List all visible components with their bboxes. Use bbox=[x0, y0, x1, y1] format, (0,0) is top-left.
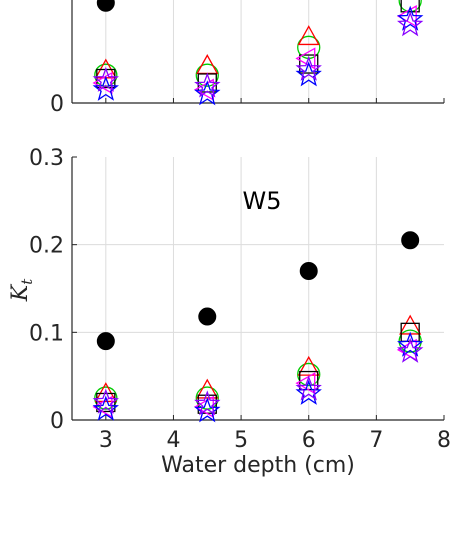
data-point-pentagram bbox=[194, 72, 221, 98]
bottom-panel-axes bbox=[71, 156, 445, 421]
y-tick-label: 0.1 bbox=[29, 321, 64, 346]
data-point-triangle-up bbox=[297, 355, 320, 376]
y-axis-label-main: K bbox=[8, 283, 33, 302]
y-tick-label: 0.3 bbox=[29, 146, 64, 171]
y-tick-label: 0.2 bbox=[29, 234, 64, 259]
data-point-pentagram bbox=[194, 390, 221, 416]
x-axis-label: Water depth (cm) bbox=[161, 453, 355, 478]
data-point-filled-circle bbox=[198, 307, 217, 326]
data-point-filled-circle bbox=[96, 332, 115, 351]
y-axis-label: Kt bbox=[8, 278, 36, 302]
top-panel-axes bbox=[71, 0, 445, 104]
data-point-pentagram bbox=[397, 337, 424, 363]
bottom-panel-markers bbox=[92, 231, 424, 423]
data-point-pentagram bbox=[295, 379, 322, 405]
data-point-triangle-up bbox=[297, 25, 320, 46]
y-tick-label: 0 bbox=[50, 92, 64, 117]
data-point-pentagram bbox=[397, 331, 424, 357]
data-point-pentagram bbox=[295, 61, 322, 87]
data-point-pentagram bbox=[397, 11, 424, 37]
x-tick-label: 5 bbox=[234, 428, 248, 453]
data-point-pentagram bbox=[295, 55, 322, 81]
data-point-triangle-up bbox=[94, 382, 117, 403]
bottom-panel: 3 4 5 6 7 8 0 0.1 0.2 0.3 W5 Water depth (cm) Kt bbox=[8, 146, 451, 478]
top-panel-markers bbox=[92, 0, 424, 106]
x-tick-label: 3 bbox=[99, 428, 113, 453]
top-panel-tick-labels: 00.1 bbox=[29, 0, 64, 117]
data-point-triangle-left bbox=[295, 47, 316, 70]
data-point-filled-circle bbox=[401, 231, 420, 250]
x-tick-label: 8 bbox=[437, 428, 451, 453]
panel-annotation: W5 bbox=[243, 187, 282, 215]
data-point-pentagram bbox=[92, 388, 119, 414]
y-tick-label: 0.1 bbox=[29, 0, 64, 6]
data-point-pentagram bbox=[397, 5, 424, 31]
data-point-pentagram bbox=[194, 397, 221, 423]
data-point-filled-circle bbox=[96, 0, 115, 12]
data-point-pentagram bbox=[295, 375, 322, 401]
data-point-circle bbox=[297, 362, 321, 387]
data-point-square bbox=[96, 392, 116, 413]
data-point-circle bbox=[195, 63, 219, 87]
x-tick-label: 7 bbox=[369, 428, 383, 453]
x-tick-label: 6 bbox=[302, 428, 316, 453]
top-panel: 00.1 bbox=[29, 0, 445, 117]
data-point-circle bbox=[398, 329, 422, 353]
data-point-pentagram bbox=[194, 80, 221, 106]
data-point-pentagram bbox=[92, 75, 119, 101]
data-point-square bbox=[299, 54, 319, 74]
data-point-circle bbox=[94, 386, 118, 410]
data-point-pentagram bbox=[92, 395, 119, 421]
x-tick-label: 4 bbox=[166, 428, 180, 453]
bottom-panel-tick-labels: 3 4 5 6 7 8 0 0.1 0.2 0.3 bbox=[29, 146, 451, 453]
y-axis-label-subscript: t bbox=[18, 278, 36, 285]
y-tick-label: 0 bbox=[50, 409, 64, 434]
data-point-pentagram bbox=[92, 66, 119, 92]
data-point-filled-circle bbox=[299, 261, 318, 280]
